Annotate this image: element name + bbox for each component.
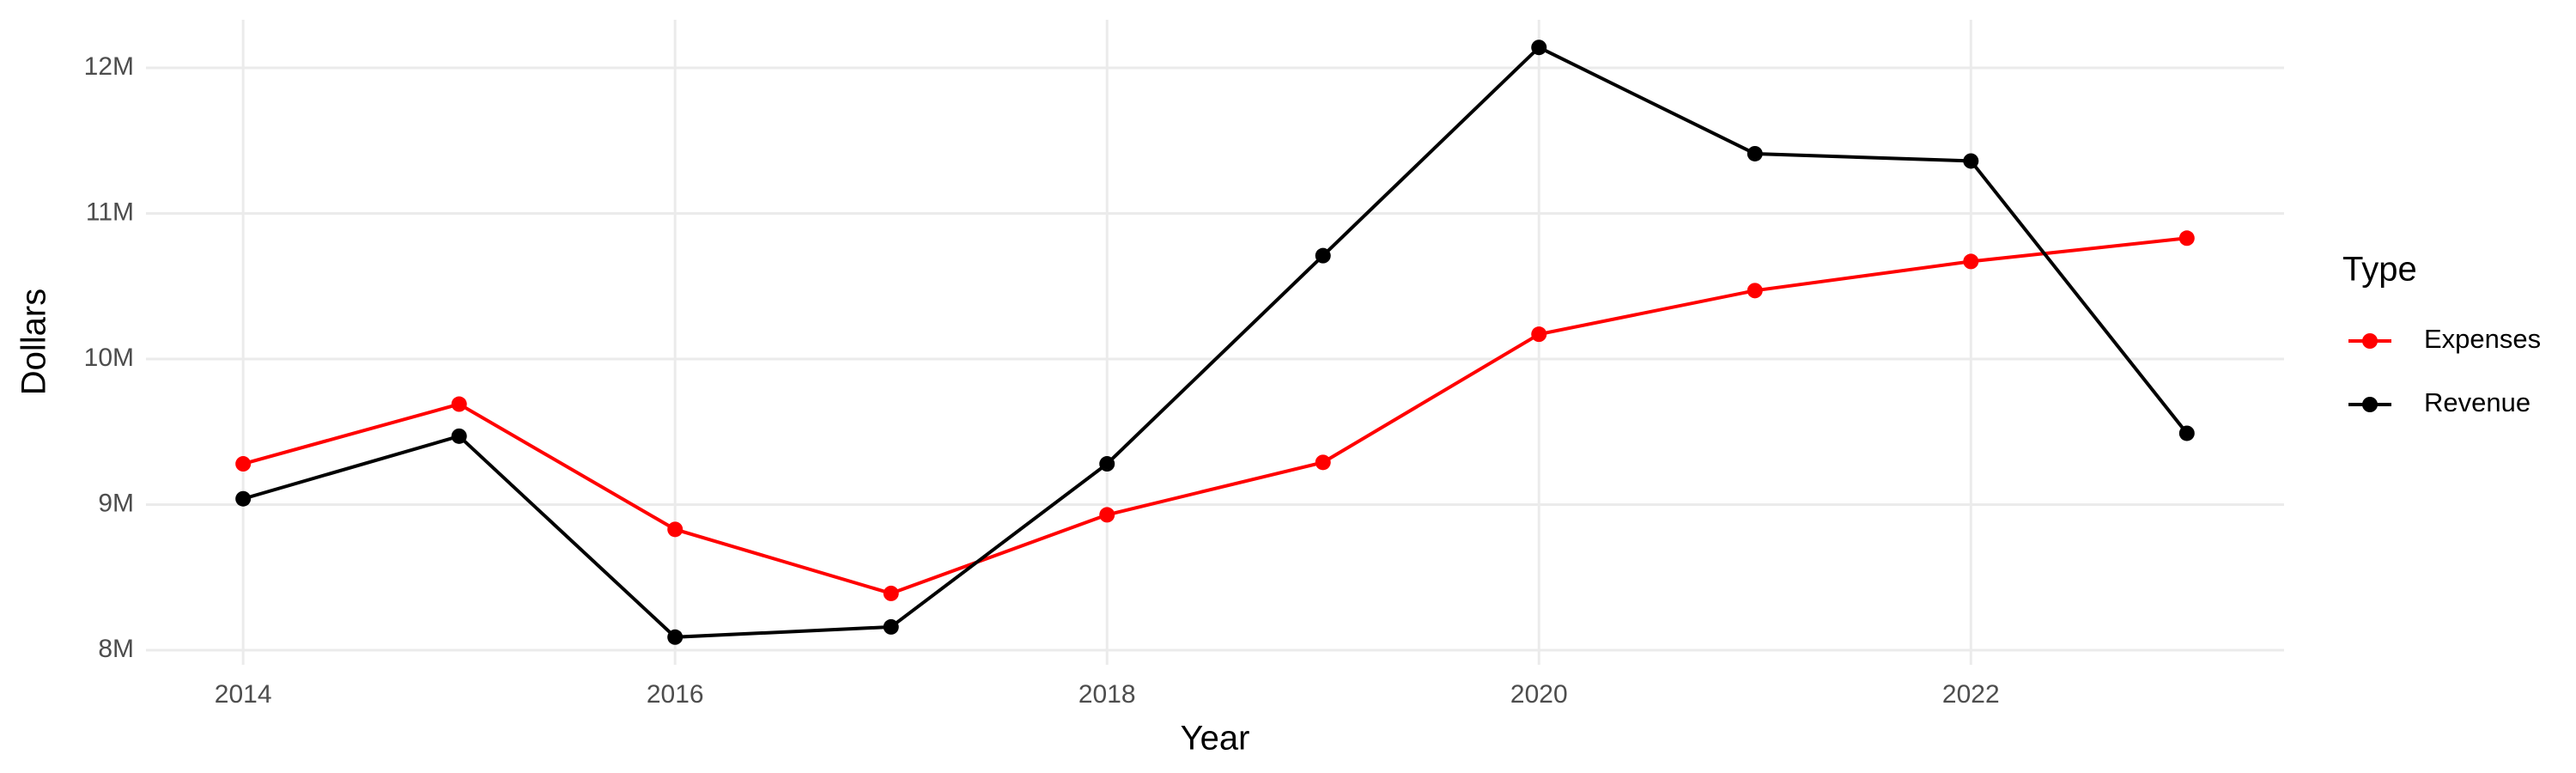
legend-marker [2362, 397, 2378, 412]
data-point [1315, 247, 1331, 264]
data-point [451, 428, 467, 444]
x-tick-label: 2020 [1510, 680, 1568, 709]
data-point [1099, 507, 1115, 523]
series-line [242, 236, 2188, 596]
legend-marker [2362, 333, 2378, 349]
data-point [451, 396, 467, 412]
data-point [1747, 283, 1763, 299]
data-point [1099, 456, 1115, 472]
data-point [2178, 425, 2195, 441]
data-point [883, 618, 899, 635]
legend-label: Expenses [2424, 324, 2541, 354]
x-tick-label: 2016 [647, 680, 704, 709]
data-point [235, 456, 252, 472]
y-tick-label: 10M [84, 344, 134, 372]
x-tick-label: 2014 [215, 680, 272, 709]
data-point [2178, 230, 2195, 247]
data-point [883, 585, 899, 601]
data-point [1963, 253, 1979, 270]
data-point [1315, 454, 1331, 471]
legend-label: Revenue [2424, 387, 2530, 417]
x-axis-title: Year [1181, 720, 1250, 758]
y-tick-label: 11M [86, 198, 134, 226]
y-tick-label: 12M [84, 52, 134, 81]
y-axis-title: Dollars [15, 289, 53, 395]
y-tick-label: 8M [98, 635, 134, 663]
data-point [1531, 326, 1547, 343]
data-point [1531, 40, 1547, 56]
legend-title: Type [2342, 251, 2417, 289]
x-tick-label: 2022 [1942, 680, 2000, 709]
x-tick-label: 2018 [1078, 680, 1136, 709]
series-line [242, 45, 2189, 639]
data-point [1747, 145, 1763, 161]
legend: Type Expenses Revenue [2342, 251, 2541, 418]
data-point [235, 490, 252, 507]
y-tick-label: 9M [98, 489, 134, 517]
data-point [1963, 153, 1979, 169]
grid [146, 20, 2284, 665]
data-point [667, 629, 683, 645]
data-point [667, 521, 683, 538]
